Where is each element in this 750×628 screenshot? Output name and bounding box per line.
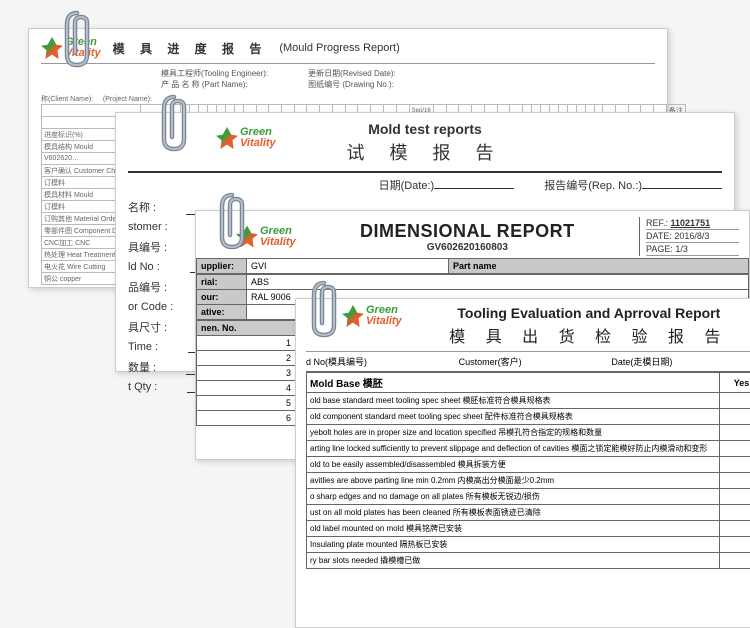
checklist-row: avitlies are above parting line min 0.2m… <box>307 473 750 489</box>
paperclip-icon <box>306 277 342 341</box>
doc3-supplier-table: upplier:GVIPart name <box>196 258 749 274</box>
checklist-row: old base standard meet tooling spec shee… <box>307 393 750 409</box>
tooling-eval-report: GreenVitality Tooling Evaluation and Apr… <box>295 298 750 628</box>
doc3-title: DIMENSIONAL REPORT <box>306 221 629 242</box>
checklist-row: old to be easily assembled/disassembled … <box>307 457 750 473</box>
doc2-date-label: 日期(Date:) <box>379 177 515 193</box>
doc1-title-cn: 模 具 进 度 报 告 <box>113 40 268 57</box>
doc1-title-en: (Mould Progress Report) <box>279 42 399 54</box>
doc3-meta: REF.: 11021751 DATE: 2016/8/3 PAGE: 1/3 <box>639 217 739 256</box>
paperclip-icon <box>214 189 250 253</box>
doc3-subtitle: GV602620160803 <box>306 242 629 253</box>
doc1-sub-a: 模具工程师(Tooling Engineer): <box>161 68 268 79</box>
doc2-rep-label: 报告编号(Rep. No.:) <box>544 177 722 193</box>
checklist-row: arting line locked sufficiently to preve… <box>307 441 750 457</box>
checklist-row: old label mounted on mold 模具铭牌已安装 <box>307 521 750 537</box>
checklist-row: ust on all mold plates has been cleaned … <box>307 505 750 521</box>
checklist-row: ry bar slots needed 撬模槽已做 <box>307 553 750 569</box>
paperclip-icon <box>59 7 95 71</box>
doc4-checklist: Mold Base 模胚Yes old base standard meet t… <box>306 372 750 569</box>
doc4-row1: d No(模具编号) Customer(客户) Date(走模日期) <box>306 352 750 372</box>
doc1-sub-c: 更新日期(Revised Date): <box>308 68 396 79</box>
checklist-row: Insulating plate mounted 隔热板已安装 <box>307 537 750 553</box>
logo: GreenVitality <box>342 305 402 327</box>
doc1-sub-b: 产 品 名 称 (Part Name): <box>161 79 268 90</box>
checklist-row: old component standard meet tooling spec… <box>307 409 750 425</box>
logo: GreenVitality <box>216 127 276 149</box>
paperclip-icon <box>156 91 192 155</box>
doc4-title-cn: 模 具 出 货 检 验 报 告 <box>414 323 750 347</box>
doc1-sub-d: 图纸编号 (Drawing No.): <box>308 79 396 90</box>
doc4-title-en: Tooling Evaluation and Aprroval Report <box>414 305 750 321</box>
checklist-row: yebolt holes are in proper size and loca… <box>307 425 750 441</box>
checklist-row: o sharp edges and no damage on all plate… <box>307 489 750 505</box>
